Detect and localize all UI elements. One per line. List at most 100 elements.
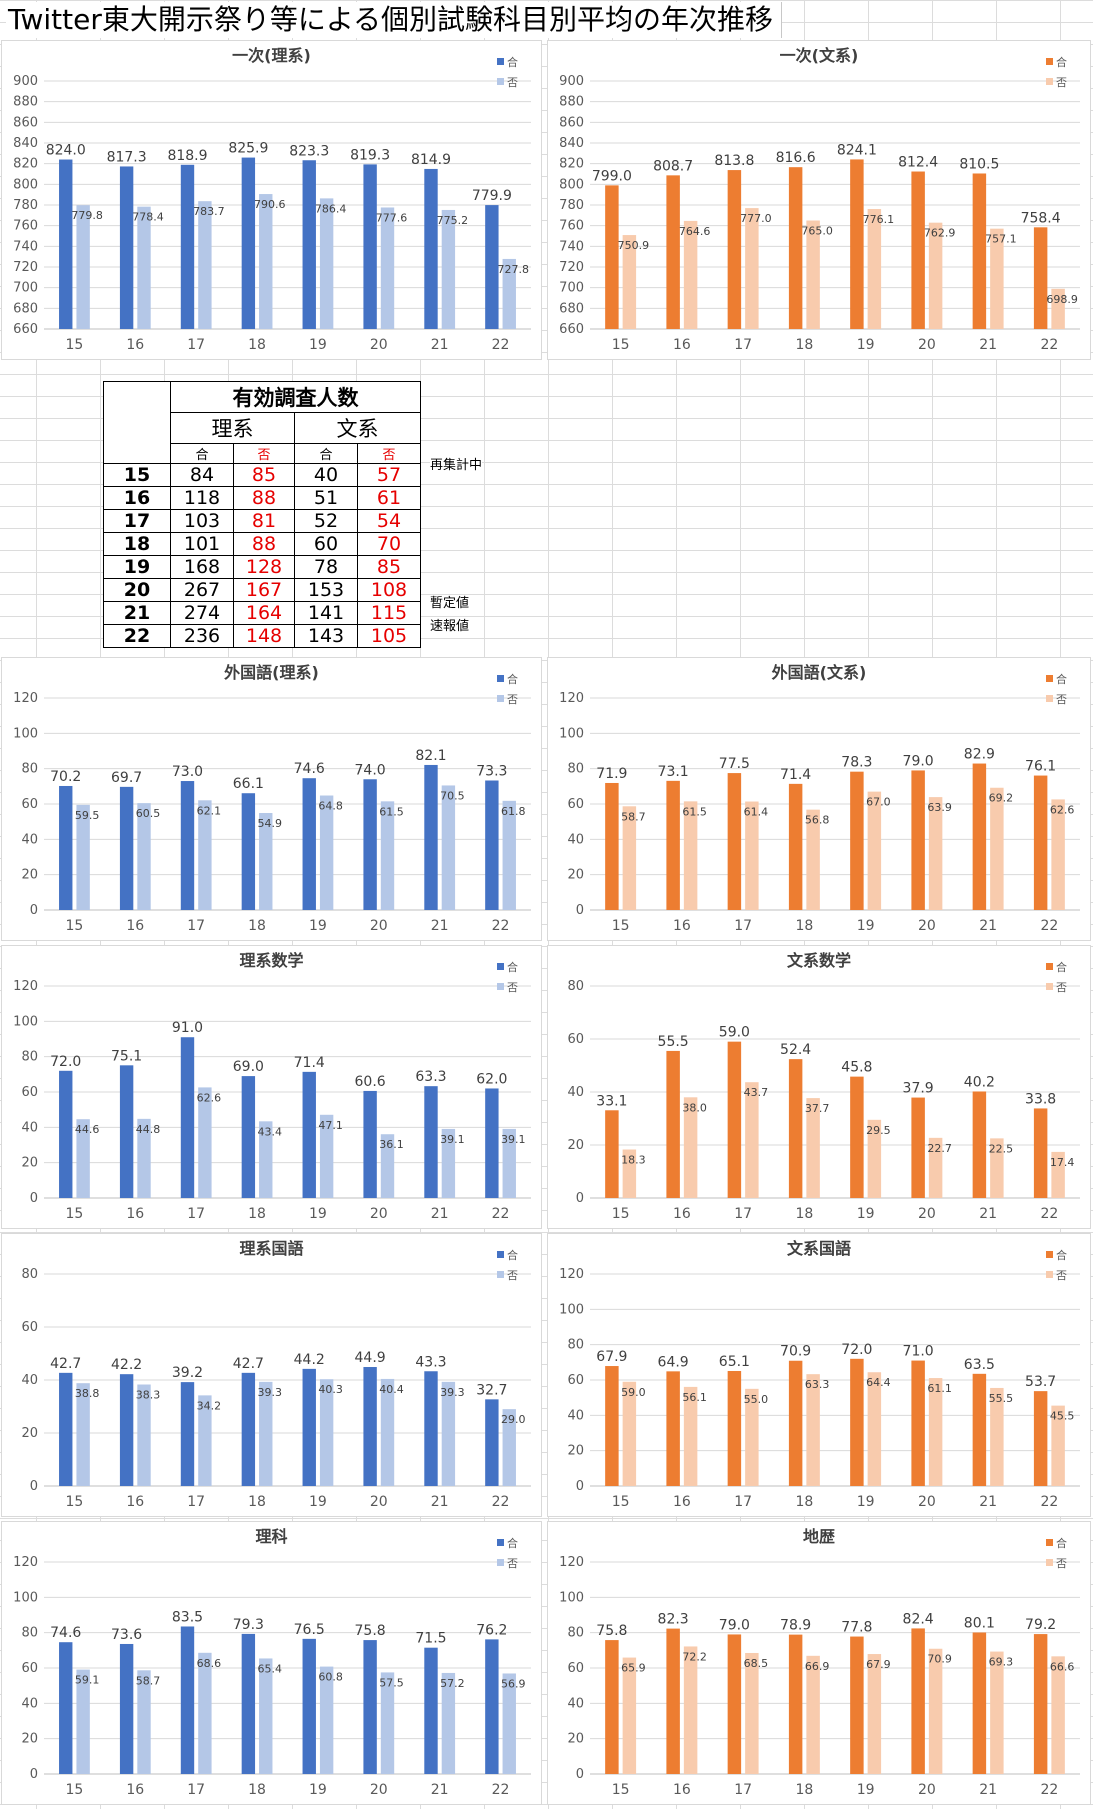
data-label-pass: 79.3 xyxy=(233,1617,264,1633)
y-tick-label: 80 xyxy=(21,1050,38,1065)
data-label-fail: 57.2 xyxy=(440,1677,465,1690)
y-tick-label: 60 xyxy=(21,1661,38,1676)
chart-japanese-humanities[interactable]: 文系国語 0 20 40 60 80 100 120 合否 67.9 59.0 15 64.9 56.1 1… xyxy=(547,1233,1091,1517)
data-label-fail: 775.2 xyxy=(437,214,469,227)
x-tick-label: 17 xyxy=(187,1206,205,1222)
legend-label: 否 xyxy=(507,76,518,89)
x-tick-label: 18 xyxy=(248,337,266,353)
bar-fail xyxy=(319,795,334,910)
data-label-fail: 59.5 xyxy=(75,809,100,822)
bar-pass xyxy=(850,159,864,329)
data-label-fail: 698.9 xyxy=(1046,293,1078,306)
x-tick-label: 15 xyxy=(66,1206,84,1222)
x-tick-label: 21 xyxy=(979,918,997,934)
x-tick-label: 17 xyxy=(187,1782,205,1798)
chart-rika[interactable]: 理科 0 20 40 60 80 100 120 合否 74.6 59.1 15 73.6 58.7 16 8… xyxy=(1,1521,542,1805)
table-cell-humanities-fail: 85 xyxy=(357,555,421,579)
table-year-cell: 17 xyxy=(103,509,171,533)
legend-swatch xyxy=(497,963,504,970)
x-tick-label: 21 xyxy=(979,1782,997,1798)
data-label-fail: 57.5 xyxy=(379,1676,404,1689)
x-tick-label: 19 xyxy=(857,1494,875,1510)
chart-foreign-humanities[interactable]: 外国語(文系) 0 20 40 60 80 100 120 合否 71.9 58.7 15 73.1 61… xyxy=(547,657,1091,941)
y-tick-label: 700 xyxy=(559,281,584,296)
bar-fail xyxy=(137,803,151,910)
data-label-pass: 64.9 xyxy=(658,1354,689,1370)
data-label-fail: 68.6 xyxy=(197,1657,222,1670)
chart-chireki[interactable]: 地歴 0 20 40 60 80 100 120 合否 75.8 65.9 15 82.3 72.2 16 7… xyxy=(547,1521,1091,1805)
x-tick-label: 16 xyxy=(126,1782,144,1798)
bar-pass xyxy=(1033,1108,1048,1198)
y-tick-label: 820 xyxy=(13,157,38,172)
chart-title: 文系国語 xyxy=(787,1239,851,1258)
chart-ichiji-science[interactable]: 一次(理系) 660 680 700 720 740 760 780 800 820 840 860 8… xyxy=(1,40,542,360)
bar-fail xyxy=(990,787,1004,910)
data-label-fail: 39.1 xyxy=(501,1133,526,1146)
legend-swatch xyxy=(1046,1271,1053,1278)
y-tick-label: 0 xyxy=(576,1479,584,1494)
bar-fail xyxy=(502,800,516,910)
bar-pass xyxy=(666,1371,680,1486)
y-tick-label: 720 xyxy=(559,260,584,275)
data-label-fail: 36.1 xyxy=(379,1138,404,1151)
table-year-cell: 19 xyxy=(103,555,171,579)
bar-pass xyxy=(485,1639,499,1774)
chart-math-humanities[interactable]: 文系数学 0 20 40 60 80 合否 33.1 18.3 15 55.5 38.0 16 59.0 4… xyxy=(547,945,1091,1229)
chart-japanese-science[interactable]: 理系国語 0 20 40 60 80 合否 42.7 38.8 15 42.2 38.3 16 39.2 3… xyxy=(1,1233,542,1517)
data-label-fail: 22.5 xyxy=(989,1142,1014,1155)
y-tick-label: 0 xyxy=(576,1767,584,1782)
bar-fail xyxy=(1051,1405,1065,1486)
chart-svg: 理科 0 20 40 60 80 100 120 合否 74.6 59.1 15 73.6 58.7 16 8… xyxy=(13,1527,531,1798)
data-label-pass: 80.1 xyxy=(964,1615,995,1631)
x-tick-label: 19 xyxy=(309,1494,327,1510)
bar-pass xyxy=(363,779,377,910)
data-label-pass: 62.0 xyxy=(476,1071,507,1087)
chart-svg: 一次(理系) 660 680 700 720 740 760 780 800 820 840 860 8… xyxy=(13,46,531,353)
chart-ichiji-humanities[interactable]: 一次(文系) 660 680 700 720 740 760 780 800 820 840 860 8… xyxy=(547,40,1091,360)
bar-fail xyxy=(1051,799,1065,910)
table-cell-science-fail: 81 xyxy=(233,509,295,533)
bar-pass xyxy=(605,1110,619,1198)
x-tick-label: 19 xyxy=(309,1782,327,1798)
chart-math-science[interactable]: 理系数学 0 20 40 60 80 100 120 合否 72.0 44.6 15 75.1 44.8 1… xyxy=(1,945,542,1229)
bar-fail xyxy=(928,1648,943,1774)
bar-pass xyxy=(119,786,134,910)
y-tick-label: 780 xyxy=(13,198,38,213)
data-label-pass: 44.2 xyxy=(294,1352,325,1368)
y-tick-label: 120 xyxy=(559,691,584,706)
y-tick-label: 0 xyxy=(576,903,584,918)
chart-foreign-science[interactable]: 外国語(理系) 0 20 40 60 80 100 120 合否 70.2 59.5 15 69.7 60… xyxy=(1,657,542,941)
y-tick-label: 120 xyxy=(13,691,38,706)
bar-pass xyxy=(59,1642,73,1774)
y-tick-label: 660 xyxy=(13,322,38,337)
x-tick-label: 16 xyxy=(126,337,144,353)
table-cell-humanities-pass: 60 xyxy=(294,532,358,556)
data-label-pass: 75.8 xyxy=(596,1623,627,1639)
bar-pass xyxy=(119,166,134,329)
bar-fail xyxy=(683,220,698,329)
data-label-fail: 61.1 xyxy=(927,1382,952,1395)
x-tick-label: 22 xyxy=(1040,1782,1058,1798)
x-tick-label: 19 xyxy=(309,918,327,934)
legend-label: 否 xyxy=(1056,1269,1067,1282)
bar-pass xyxy=(180,1037,195,1198)
data-label-fail: 43.7 xyxy=(744,1086,769,1099)
x-tick-label: 17 xyxy=(187,1494,205,1510)
bar-pass xyxy=(788,1634,803,1774)
x-tick-label: 15 xyxy=(612,1206,630,1222)
x-tick-label: 16 xyxy=(126,918,144,934)
legend-swatch xyxy=(497,1559,504,1566)
bar-pass xyxy=(363,1640,377,1774)
bar-fail xyxy=(806,1098,820,1198)
table-title: 有効調査人数 xyxy=(170,381,421,413)
bar-fail xyxy=(867,209,882,329)
table-cell-humanities-fail: 57 xyxy=(357,463,421,487)
x-tick-label: 21 xyxy=(431,918,449,934)
legend-label: 合 xyxy=(507,1536,518,1550)
data-label-pass: 813.8 xyxy=(714,153,754,169)
legend-swatch xyxy=(497,695,504,702)
bar-fail xyxy=(259,1381,273,1486)
y-tick-label: 820 xyxy=(559,157,584,172)
data-label-pass: 812.4 xyxy=(898,155,938,171)
table-year-cell: 16 xyxy=(103,486,171,510)
